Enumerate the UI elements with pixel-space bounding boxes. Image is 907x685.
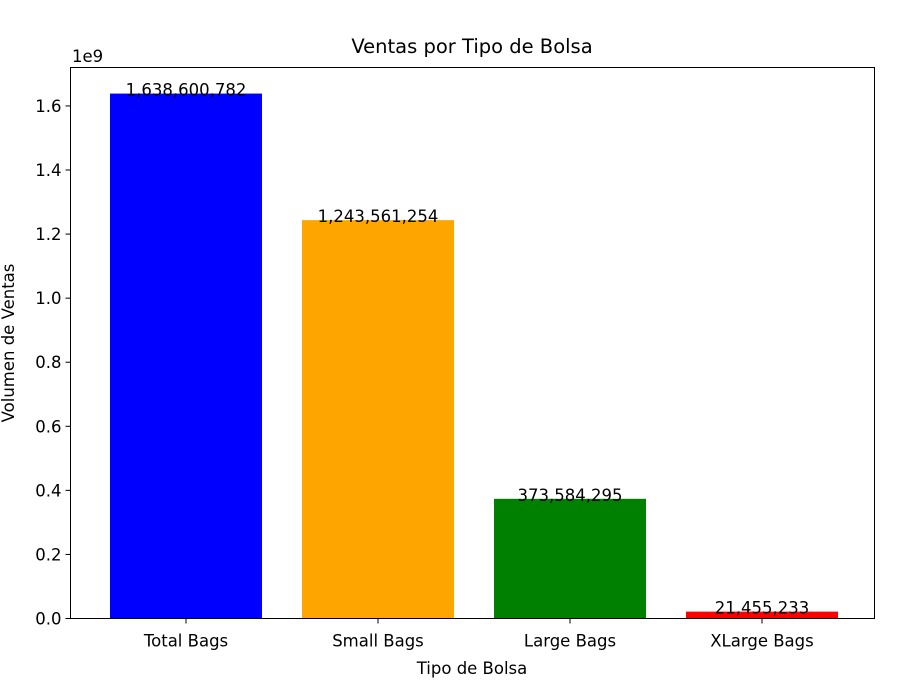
y-axis-ticks: 0.0 0.2 0.4 0.6 0.8 1.0 1.2 1.4 1.6: [35, 97, 71, 629]
y-tick-label: 1.2: [35, 225, 61, 244]
y-tick-label: 1.6: [35, 97, 61, 116]
x-axis-ticks: Total Bags Small Bags Large Bags XLarge Bag…: [143, 618, 814, 651]
data-label-total-bags: 1,638,600,782: [126, 81, 247, 100]
plot-frame: [70, 67, 875, 619]
bar-xlarge-bags: [686, 611, 838, 619]
y-tick-label: 0.8: [35, 353, 61, 372]
x-tick-label: Large Bags: [524, 632, 616, 651]
y-tick-label: 1.4: [35, 161, 61, 180]
data-labels-group: 1,638,600,782 1,243,561,254 373,584,295 21,…: [126, 81, 810, 618]
bar-small-bags: [302, 220, 454, 619]
chart-title: Ventas por Tipo de Bolsa: [351, 35, 592, 58]
y-tick-label: 0.0: [35, 610, 61, 629]
data-label-large-bags: 373,584,295: [518, 486, 623, 505]
y-offset-label: 1e9: [72, 47, 103, 66]
x-tick-label: Total Bags: [143, 632, 228, 651]
y-tick-label: 0.2: [35, 545, 61, 564]
x-axis-label: Tipo de Bolsa: [416, 659, 528, 678]
y-tick-label: 1.0: [35, 289, 61, 308]
x-tick-label: Small Bags: [332, 632, 424, 651]
bars-group: [110, 93, 838, 619]
x-tick-label: XLarge Bags: [710, 632, 813, 651]
data-label-xlarge-bags: 21,455,233: [715, 599, 809, 618]
bar-total-bags: [110, 93, 262, 619]
y-tick-label: 0.6: [35, 417, 61, 436]
y-axis-label: Volumen de Ventas: [0, 264, 18, 423]
y-tick-label: 0.4: [35, 481, 61, 500]
data-label-small-bags: 1,243,561,254: [318, 207, 439, 226]
bar-large-bags: [494, 498, 646, 619]
